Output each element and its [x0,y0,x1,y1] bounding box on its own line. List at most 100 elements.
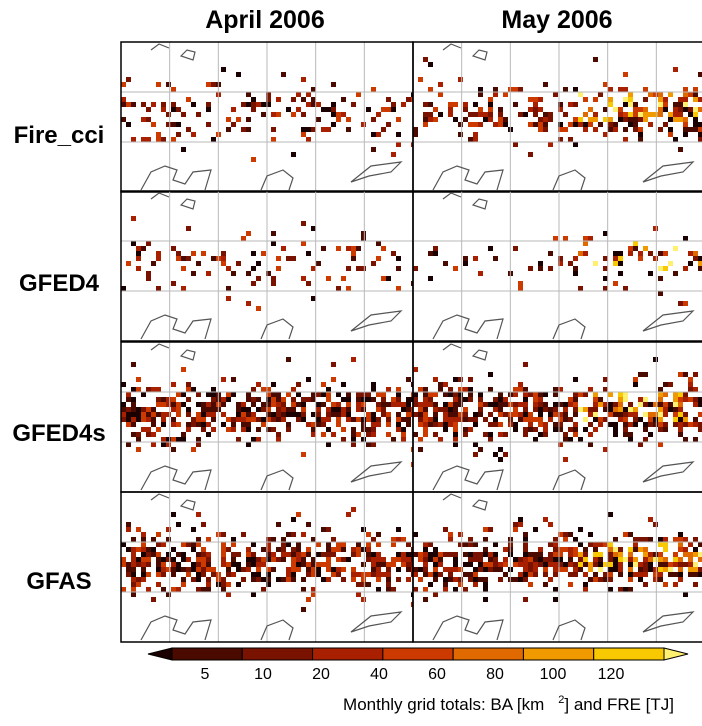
fire-cell [121,102,126,107]
fire-cell [256,306,261,311]
fire-cell [246,427,251,432]
fire-cell [396,422,401,427]
fire-cell [141,407,146,412]
fire-cell [231,417,236,422]
fire-cell [176,251,181,256]
colorbar-tick: 40 [370,666,388,683]
fire-cell [598,552,603,557]
fire-cell [658,107,663,112]
fire-cell [588,387,593,392]
fire-cell [673,112,678,117]
fire-cell [648,557,653,562]
fire-cell [683,92,688,97]
fire-cell [146,117,151,122]
fire-cell [146,427,151,432]
fire-cell [453,437,458,442]
fire-cell [673,397,678,402]
fire-cell [683,562,688,567]
fire-cell [231,557,236,562]
fire-cell [131,537,136,542]
fire-cell [366,392,371,397]
fire-cell [543,112,548,117]
fire-cell [211,417,216,422]
fire-cell [196,542,201,547]
fire-cell [151,387,156,392]
fire-cell [126,77,131,82]
fire-cell [683,372,688,377]
fire-cell [141,537,146,542]
fire-cell [121,97,126,102]
fire-cell [668,572,673,577]
fire-cell [226,117,231,122]
fire-cell [221,532,226,537]
colorbar-tick: 100 [539,666,567,683]
fire-cell [196,512,201,517]
fire-cell [453,392,458,397]
fire-cell [241,422,246,427]
fire-cell [463,412,468,417]
fire-cell [458,122,463,127]
fire-cell [543,127,548,132]
fire-cell [166,557,171,562]
fire-cell [433,402,438,407]
fire-cell [628,407,633,412]
fire-cell [246,562,251,567]
fire-cell [548,562,553,567]
fire-cell [181,582,186,587]
fire-cell [418,437,423,442]
fire-cell [291,97,296,102]
fire-cell [413,532,418,537]
fire-cell [126,397,131,402]
fire-cell [301,402,306,407]
fire-cell [411,462,413,467]
fire-cell [286,357,291,362]
fire-cell [608,422,613,427]
fire-cell [588,422,593,427]
fire-cell [433,407,438,412]
fire-cell [528,392,533,397]
fire-cell [423,547,428,552]
fire-cell [311,392,316,397]
fire-cell [391,251,396,256]
fire-cell [693,117,698,122]
fire-cell [141,572,146,577]
fire-cell [693,372,698,377]
fire-cell [226,127,231,132]
fire-cell [161,572,166,577]
fire-cell [381,557,386,562]
fire-cell [126,422,131,427]
fire-cell [478,122,483,127]
fire-cell [271,281,276,286]
fire-cell [321,392,326,397]
fire-cell [406,397,411,402]
fire-cell [241,577,246,582]
fire-cell [386,122,391,127]
fire-cell [396,537,401,542]
fire-cell [578,557,583,562]
fire-cell [166,437,171,442]
fire-cell [593,112,598,117]
fire-cell [201,422,206,427]
fire-cell [523,417,528,422]
fire-cell [573,567,578,572]
fire-cell [361,231,366,236]
fire-cell [226,417,231,422]
fire-cell [683,97,688,102]
fire-cell [693,422,698,427]
fire-cell [406,412,411,417]
fire-cell [311,567,316,572]
fire-cell [603,117,608,122]
fire-cell [226,397,231,402]
fire-cell [376,132,381,137]
fire-cell [683,397,688,402]
fire-cell [386,417,391,422]
fire-cell [331,402,336,407]
fire-cell [186,557,191,562]
fire-cell [638,256,643,261]
fire-cell [553,402,558,407]
fire-cell [186,567,191,572]
fire-cell [396,286,401,291]
fire-cell [121,82,126,87]
fire-cell [498,402,503,407]
fire-cell [518,522,523,527]
